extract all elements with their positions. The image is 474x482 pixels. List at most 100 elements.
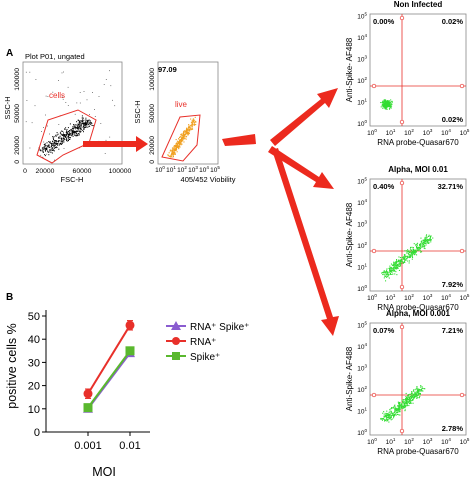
event-dot: [55, 146, 57, 148]
event-dot: [180, 144, 182, 146]
event-dot: [176, 151, 178, 153]
event-dot: [396, 259, 398, 261]
event-dot: [86, 122, 88, 124]
event-dot: [83, 127, 85, 128]
event-dot: [428, 235, 430, 237]
event-dot: [182, 136, 184, 138]
event-dot: [53, 136, 55, 138]
event-dot: [403, 402, 405, 404]
event-dot: [52, 140, 54, 142]
event-dot: [398, 269, 400, 271]
event-dot: [383, 99, 385, 101]
event-dot: [415, 392, 417, 394]
event-dot: [410, 400, 412, 402]
event-dot: [396, 274, 398, 276]
event-dot: [185, 136, 187, 138]
event-dot: [404, 407, 406, 409]
event-dot: [386, 275, 388, 277]
event-dot: [381, 418, 383, 420]
event-dot: [398, 411, 400, 413]
event-dot: [383, 416, 385, 418]
event-dot: [61, 143, 63, 145]
event-dot: [398, 410, 400, 412]
event-dot: [171, 156, 173, 158]
event-dot: [81, 128, 82, 130]
event-dot: [382, 100, 384, 102]
event-dot: [78, 122, 80, 124]
event-dot: [400, 405, 402, 407]
event-dot: [391, 103, 393, 105]
event-dot: [88, 119, 90, 121]
event-dot: [194, 120, 196, 122]
gate-handle: [459, 392, 465, 398]
event-dot: [80, 126, 82, 128]
event-dot: [421, 240, 423, 242]
event-dot: [190, 129, 192, 131]
event-dot: [393, 270, 395, 272]
event-dot: [399, 411, 401, 413]
event-dot: [180, 142, 182, 144]
event-dot: [387, 414, 389, 416]
event-dot: [391, 264, 393, 266]
event-dot: [385, 108, 387, 110]
event-dot: [388, 100, 390, 102]
quadrant-ytick: 101: [357, 263, 367, 272]
event-dot: [417, 242, 419, 244]
event-dot: [45, 95, 47, 97]
event-dot: [389, 265, 391, 267]
event-dot: [31, 122, 33, 124]
event-dot: [423, 388, 425, 390]
event-dot: [415, 395, 417, 397]
event-dot: [405, 392, 407, 394]
event-dot: [58, 143, 60, 145]
event-dot: [396, 408, 398, 410]
event-dot: [409, 393, 411, 395]
event-dot: [402, 406, 404, 408]
plot1-ytick: 0: [14, 160, 21, 164]
event-dot: [394, 267, 396, 269]
event-dot: [408, 401, 410, 403]
event-dot: [420, 242, 422, 244]
event-dot: [427, 239, 429, 241]
event-dot: [172, 154, 174, 156]
event-dot: [386, 420, 388, 422]
event-dot: [171, 152, 173, 154]
event-dot: [424, 246, 426, 248]
event-dot: [48, 146, 50, 148]
event-dot: [58, 140, 60, 141]
event-dot: [79, 92, 81, 93]
event-dot: [407, 249, 409, 251]
event-dot: [82, 121, 84, 122]
event-dot: [394, 411, 396, 413]
event-dot: [88, 123, 90, 125]
event-dot: [88, 125, 90, 127]
event-dot: [395, 261, 397, 263]
event-dot: [386, 417, 388, 419]
event-dot: [424, 242, 426, 244]
event-dot: [179, 136, 181, 138]
event-dot: [389, 416, 391, 418]
event-dot: [409, 255, 411, 257]
event-dot: [388, 274, 390, 276]
event-dot: [42, 150, 44, 152]
event-dot: [415, 388, 417, 390]
event-dot: [55, 134, 57, 136]
event-dot: [406, 255, 408, 257]
event-dot: [390, 417, 392, 419]
event-dot: [55, 141, 57, 143]
event-dot: [180, 133, 182, 135]
event-dot: [407, 394, 409, 396]
event-dot: [388, 414, 390, 416]
quadrant-upper-right-value: 7.21%: [442, 326, 464, 335]
event-dot: [408, 405, 410, 407]
event-dot: [174, 153, 176, 155]
event-dot: [386, 415, 388, 417]
event-dot: [410, 402, 412, 404]
event-dot: [178, 148, 180, 150]
event-dot: [180, 134, 182, 136]
event-dot: [396, 268, 398, 270]
event-dot: [80, 120, 82, 122]
event-dot: [416, 247, 418, 249]
event-dot: [46, 153, 48, 155]
